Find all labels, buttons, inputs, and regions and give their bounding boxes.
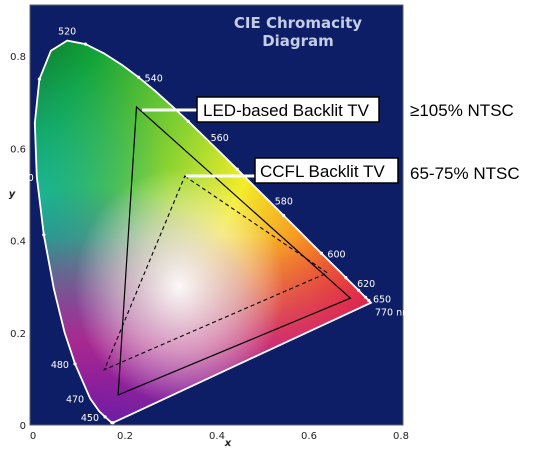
y-tick-label: 0 bbox=[20, 421, 26, 432]
locus-marker bbox=[235, 167, 239, 171]
wavelength-label: 540 bbox=[145, 73, 163, 84]
y-tick-label: 0.6 bbox=[10, 144, 26, 155]
chart-title-line1: CIE Chromacity bbox=[234, 14, 362, 32]
wavelength-labels: 380 450 470 480 500 520 540 560 580 600 620 650 770 … bbox=[16, 27, 412, 439]
wavelength-label: 580 bbox=[275, 197, 293, 208]
x-tick-label: 0.6 bbox=[301, 431, 317, 442]
x-axis-ticks: 0 0.2 0.4 0.6 0.8 bbox=[30, 431, 409, 442]
wavelength-label: 620 bbox=[357, 279, 375, 290]
wavelength-label: 380 bbox=[91, 428, 109, 439]
ccfl-gamut-triangle bbox=[103, 175, 329, 371]
led-callout: LED-based Backlit TV bbox=[196, 96, 380, 123]
wavelength-label: 450 bbox=[81, 413, 99, 424]
led-callout-label: LED-based Backlit TV bbox=[203, 101, 370, 120]
locus-marker bbox=[357, 288, 361, 292]
locus-marker bbox=[344, 276, 348, 280]
locus-marker bbox=[282, 213, 286, 218]
locus-marker bbox=[186, 119, 190, 123]
locus-marker bbox=[42, 233, 46, 237]
wavelength-label: 600 bbox=[327, 249, 345, 260]
wavelength-markers bbox=[37, 42, 371, 425]
locus-marker bbox=[367, 298, 371, 303]
y-axis-label: y bbox=[9, 189, 16, 200]
wavelength-label: 520 bbox=[58, 27, 76, 38]
led-callout-box bbox=[196, 96, 380, 123]
wavelength-label: 480 bbox=[51, 360, 69, 371]
chart-title-line2: Diagram bbox=[262, 32, 334, 50]
locus-marker bbox=[83, 42, 88, 46]
ccfl-callout-label: CCFL Backlit TV bbox=[260, 162, 385, 181]
locus-marker bbox=[103, 415, 107, 419]
locus-marker bbox=[363, 295, 368, 299]
ccfl-callout-box bbox=[254, 157, 399, 184]
locus-marker bbox=[37, 77, 41, 81]
locus-marker bbox=[73, 362, 77, 366]
y-tick-label: 0.8 bbox=[10, 52, 26, 63]
x-tick-label: 0.8 bbox=[393, 431, 409, 442]
ccfl-callout: CCFL Backlit TV bbox=[254, 157, 399, 184]
x-tick-label: 0.2 bbox=[117, 431, 133, 442]
y-tick-label: 0.2 bbox=[10, 329, 26, 340]
wavelength-label: 770 nm bbox=[375, 308, 411, 319]
y-axis-ticks: 0 0.2 0.4 0.6 0.8 bbox=[10, 52, 26, 432]
locus-marker bbox=[319, 251, 324, 255]
led-gamut-triangle bbox=[117, 105, 352, 396]
y-tick-label: 0.4 bbox=[10, 237, 26, 248]
locus-marker bbox=[110, 421, 114, 425]
wavelength-label: 500 bbox=[16, 173, 34, 184]
x-tick-label: 0.4 bbox=[209, 431, 225, 442]
ccfl-ntsc-coverage: 65-75% NTSC bbox=[410, 164, 520, 183]
wavelength-label: 560 bbox=[211, 133, 229, 144]
led-ntsc-coverage: ≥105% NTSC bbox=[410, 101, 514, 120]
wavelength-label: 650 bbox=[373, 295, 391, 306]
locus-marker bbox=[137, 75, 141, 79]
wavelength-label: 470 bbox=[66, 394, 84, 405]
x-axis-label: x bbox=[224, 438, 232, 449]
x-tick-label: 0 bbox=[30, 431, 36, 442]
